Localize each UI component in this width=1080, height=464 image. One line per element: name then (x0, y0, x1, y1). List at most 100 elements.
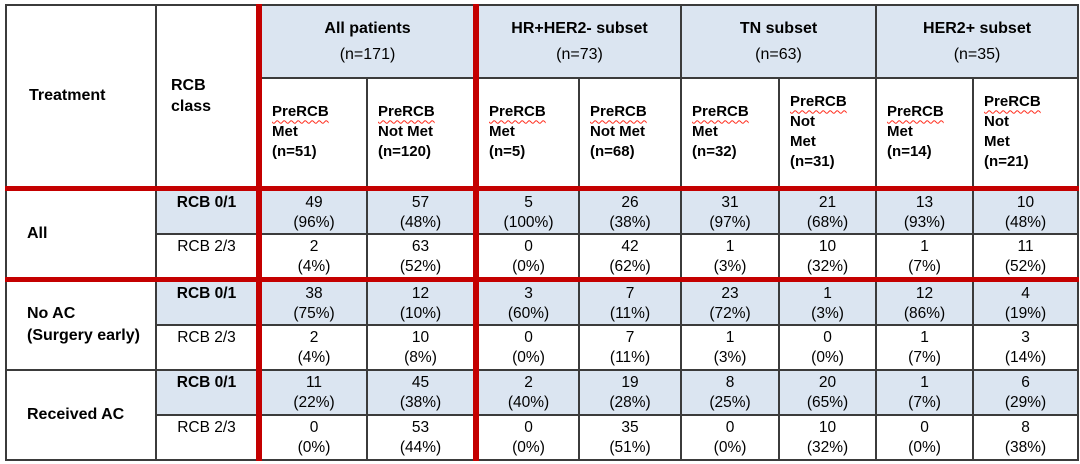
table-row: RCB 2/3 2 (4%) 10 (8%) 0 (0%) 7 (11%) 1 (3%) 0 (0%) 1… (6, 323, 1080, 371)
subcol-header-line: Met (272, 123, 298, 141)
count-value: 8 (725, 373, 735, 391)
data-cell: 45 (38%) (365, 368, 478, 416)
count-value: 26 (621, 193, 639, 211)
data-cell: 21 (68%) (778, 187, 878, 235)
data-cell: 1 (7%) (875, 323, 975, 371)
subcol-header-line: PreRCB (272, 102, 365, 122)
count-value: 11 (1017, 237, 1034, 255)
count-value: 20 (818, 373, 837, 391)
count-value: 7 (625, 284, 635, 302)
data-cell: 6 (29%) (972, 368, 1080, 416)
data-cell: 0 (0%) (473, 413, 581, 461)
count-value: 2 (309, 328, 319, 346)
count-value: 45 (411, 373, 430, 391)
percent-value: (0%) (811, 348, 844, 366)
percent-value: (3%) (713, 257, 747, 275)
subcol-header-cell: PreRCB Not Met (n=120) (365, 77, 478, 191)
percent-value: (4%) (297, 257, 331, 275)
percent-value: (19%) (1004, 304, 1047, 322)
data-cell: 10 (48%) (972, 187, 1080, 235)
percent-value: (52%) (1004, 257, 1047, 275)
subcol-header-line: Met (489, 123, 515, 141)
percent-value: (38%) (399, 393, 442, 411)
table-row: All RCB 0/1 49 (96%) 57 (48%) 5 (100%) 26 (38%) 31… (5, 187, 1080, 282)
data-cell: 49 (96%) (256, 187, 368, 235)
prercb-misspell-text: PreRCB (378, 103, 435, 121)
percent-value: (10%) (399, 304, 442, 322)
data-cell: 8 (38%) (972, 413, 1080, 461)
subcol-header-line: (n=32) (692, 143, 737, 161)
data-cell: 7 (11%) (578, 323, 683, 371)
rcb-class-column-header: RCB class (155, 4, 260, 191)
percent-value: (22%) (293, 393, 335, 411)
count-value: 49 (305, 193, 323, 211)
data-cell: 35 (51%) (578, 413, 683, 461)
header-subcol-row: PreRCB Met (n=51) PreRCB Not Met (n=120) PreRC… (6, 77, 1080, 191)
subcol-header-cell: PreRCB Not Met (n=21) (972, 77, 1080, 191)
data-cell: 0 (0%) (473, 323, 581, 371)
subcol-header-line: (n=5) (489, 143, 526, 161)
data-cell: 13 (93%) (875, 187, 975, 235)
count-value: 0 (823, 328, 832, 346)
subcol-header-line: PreRCB (887, 102, 971, 122)
percent-value: (72%) (709, 304, 751, 322)
data-cell: 10 (8%) (365, 323, 478, 371)
count-value: 0 (524, 328, 533, 346)
count-value: 0 (524, 418, 533, 436)
count-value: 7 (625, 328, 635, 346)
data-cell: 19 (28%) (578, 368, 683, 416)
subcol-header-line: Not (790, 113, 816, 131)
data-cell: 53 (44%) (365, 413, 478, 461)
data-cell: 1 (7%) (875, 368, 975, 416)
percent-value: (44%) (399, 438, 442, 456)
data-cell: 23 (72%) (680, 278, 781, 326)
data-cell: 1 (3%) (778, 278, 878, 326)
data-cell: 1 (3%) (680, 323, 781, 371)
count-value: 0 (725, 418, 735, 436)
group-header-cell: TN subset (n=63) (680, 4, 878, 79)
treatment-label-line: Received AC (27, 405, 125, 423)
subcol-header-cell: PreRCB Met (n=51) (256, 77, 368, 191)
percent-value: (48%) (1004, 213, 1047, 231)
treatment-column-header: Treatment (5, 4, 157, 191)
subcol-header-cell: PreRCB Not Met (n=31) (778, 77, 878, 191)
data-cell: 8 (25%) (680, 368, 781, 416)
subcol-header-line: Met (984, 133, 1010, 151)
count-value: 10 (1016, 193, 1035, 211)
count-value: 57 (411, 193, 430, 211)
data-cell: 20 (65%) (778, 368, 878, 416)
count-value: 2 (524, 373, 533, 391)
treatment-cell: No AC (Surgery early) (5, 278, 157, 371)
count-value: 3 (1021, 328, 1030, 346)
count-value: 8 (1021, 418, 1030, 436)
subcol-header-cell: PreRCB Met (n=14) (875, 77, 975, 191)
count-value: 0 (309, 418, 319, 436)
percent-value: (40%) (507, 393, 550, 411)
data-cell: 2 (40%) (473, 368, 581, 416)
group-title: HER2+ subset (923, 19, 1032, 37)
percent-value: (32%) (806, 438, 849, 456)
treatment-header-label: Treatment (29, 86, 106, 104)
data-cell: 2 (4%) (256, 232, 368, 282)
data-cell: 3 (14%) (972, 323, 1080, 371)
percent-value: (3%) (713, 348, 747, 366)
data-cell: 57 (48%) (365, 187, 478, 235)
treatment-cell: Received AC (5, 368, 157, 461)
data-cell: 31 (97%) (680, 187, 781, 235)
percent-value: (60%) (507, 304, 550, 322)
group-title: HR+HER2- subset (511, 19, 648, 37)
percent-value: (7%) (908, 393, 941, 411)
data-cell: 11 (22%) (256, 368, 368, 416)
count-value: 1 (725, 237, 735, 255)
subcol-header-line: Not Met (378, 123, 433, 141)
data-cell: 38 (75%) (256, 278, 368, 326)
data-cell: 0 (0%) (680, 413, 781, 461)
prercb-misspell-text: PreRCB (790, 93, 847, 111)
data-cell: 12 (86%) (875, 278, 975, 326)
percent-value: (28%) (609, 393, 651, 411)
count-value: 1 (920, 237, 929, 255)
count-value: 5 (524, 193, 533, 211)
group-n-label: (n=35) (953, 45, 1001, 63)
count-value: 2 (309, 237, 319, 255)
